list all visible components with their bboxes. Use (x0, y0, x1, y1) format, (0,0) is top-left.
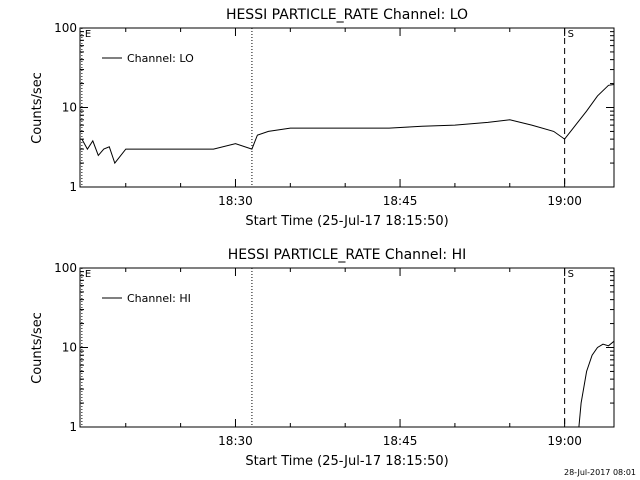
x-tick-label: 18:45 (383, 434, 418, 448)
y-tick-label: 10 (62, 101, 77, 115)
y-axis: 1 10 100 (54, 21, 614, 194)
x-tick-label: 19:00 (547, 194, 582, 208)
marker-label: S (568, 29, 574, 40)
marker-label: E (85, 29, 91, 40)
x-tick-label: 18:30 (218, 194, 253, 208)
y-tick-label: 1 (69, 420, 77, 434)
x-tick-label: 19:00 (547, 434, 582, 448)
x-tick-label: 18:30 (218, 434, 253, 448)
chart-title: HESSI PARTICLE_RATE Channel: HI (228, 247, 466, 263)
y-tick-label: 100 (54, 261, 77, 275)
marker-label: E (85, 269, 91, 280)
y-axis-label: Counts/sec (30, 312, 45, 384)
y-tick-label: 10 (62, 341, 77, 355)
y-axis: 1 10 100 (54, 261, 614, 434)
x-axis-label: Start Time (25-Jul-17 18:15:50) (245, 454, 448, 469)
marker-label: S (568, 269, 574, 280)
series-line (81, 83, 614, 165)
x-tick-label: 18:45 (383, 194, 418, 208)
x-axis-label: Start Time (25-Jul-17 18:15:50) (245, 214, 448, 229)
footer-timestamp: 28-Jul-2017 08:01 (564, 468, 636, 477)
legend: Channel: LO (102, 52, 194, 65)
series-group (81, 83, 614, 165)
y-tick-label: 1 (69, 180, 77, 194)
y-axis-label: Counts/sec (30, 72, 45, 144)
series-line (578, 340, 614, 427)
y-tick-label: 100 (54, 21, 77, 35)
chart-title: HESSI PARTICLE_RATE Channel: LO (226, 7, 468, 23)
legend-label: Channel: LO (127, 52, 194, 65)
series-group (578, 340, 614, 427)
legend: Channel: HI (102, 292, 191, 305)
legend-label: Channel: HI (127, 292, 191, 305)
